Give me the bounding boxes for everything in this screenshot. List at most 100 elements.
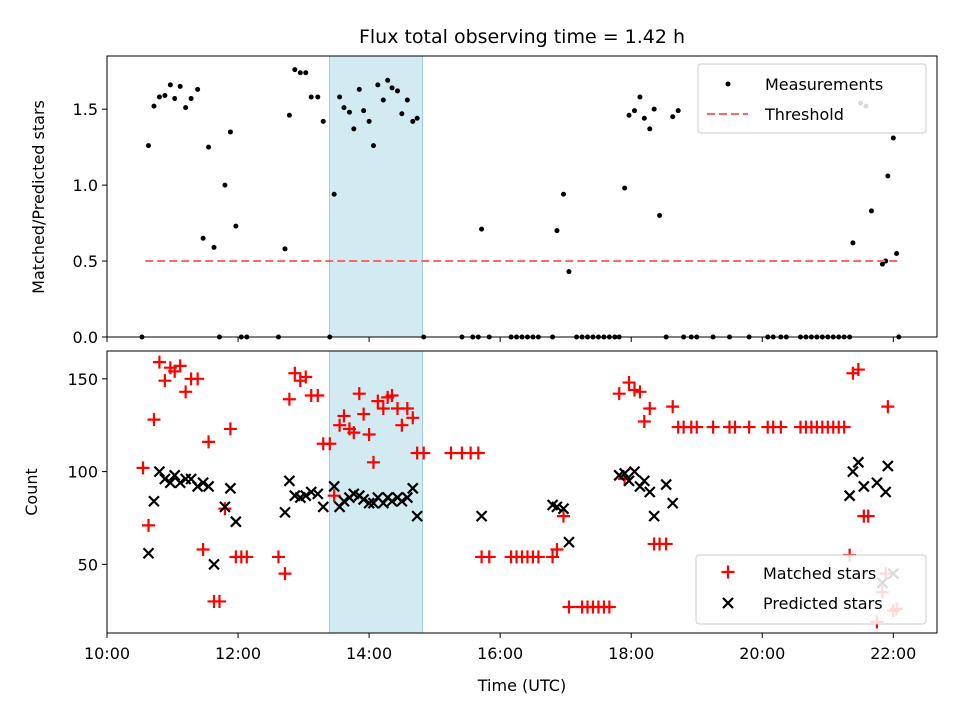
- predicted-star-point: [224, 482, 237, 495]
- measurement-point: [637, 94, 643, 100]
- predicted-star-point: [299, 489, 312, 502]
- matched-star-point: [347, 426, 361, 440]
- predicted-star-point: [164, 476, 177, 489]
- predicted-star-point: [311, 488, 324, 500]
- predicted-star-point: [551, 501, 563, 513]
- matched-star-point: [774, 420, 788, 434]
- predicted-star-point: [197, 476, 209, 489]
- predicted-star-point: [153, 465, 166, 478]
- predicted-star-point: [643, 486, 656, 498]
- measurement-point: [385, 77, 391, 83]
- measurement-point: [188, 96, 194, 102]
- matched-star-point: [837, 420, 851, 434]
- predicted-star-point: [279, 506, 291, 519]
- legend-measurements-label: Measurements: [765, 75, 883, 94]
- x-tick-label: 14:00: [346, 644, 392, 663]
- predicted-star-point: [317, 501, 330, 513]
- bottom-x-axis-label: Time (UTC): [477, 676, 566, 695]
- predicted-star-point: [411, 510, 423, 522]
- legend-matched-label: Matched stars: [763, 564, 876, 583]
- matched-star-point: [333, 418, 347, 432]
- predicted-star-point: [283, 475, 296, 487]
- measurement-point: [183, 105, 189, 111]
- matched-star-point: [444, 446, 458, 460]
- predicted-star-point: [563, 536, 575, 548]
- measurement-point: [320, 118, 326, 124]
- measurement-point: [356, 86, 362, 92]
- matched-star-point: [643, 402, 657, 416]
- matched-star-point: [666, 400, 680, 414]
- measurement-point: [883, 258, 889, 264]
- predicted-star-point: [219, 501, 231, 513]
- matched-star-point: [288, 366, 302, 380]
- y-tick-label: 150: [67, 370, 98, 389]
- matched-star-point: [158, 374, 172, 388]
- predicted-star-point: [174, 476, 186, 489]
- matched-star-point: [742, 420, 756, 434]
- measurement-point: [414, 115, 420, 121]
- bottom-y-ticks: 50 100 150: [67, 370, 107, 574]
- predicted-star-point: [357, 493, 370, 506]
- top-y-axis-label: Matched/Predicted stars: [29, 100, 48, 294]
- measurement-point: [404, 97, 410, 103]
- predicted-star-point: [328, 480, 340, 493]
- predicted-star-point: [623, 475, 635, 487]
- matched-star-point: [659, 537, 673, 551]
- matched-star-point: [395, 418, 409, 432]
- predicted-star-point: [475, 510, 488, 522]
- measurement-point: [641, 115, 647, 121]
- predicted-star-point: [879, 486, 892, 498]
- bottom-subplot: 50 100 150 10:00 12:00 14:00 16:00 18:00 20:00 2…: [22, 350, 938, 695]
- matched-star-point: [337, 409, 351, 423]
- matched-star-point: [352, 387, 366, 401]
- matched-star-point: [406, 411, 420, 425]
- top-y-ticks: 0.0 0.5 1.0 1.5: [73, 100, 107, 347]
- measurement-point: [315, 94, 321, 100]
- predicted-star-point: [168, 469, 181, 482]
- bottom-legend: Matched stars Predicted stars: [695, 554, 927, 625]
- top-legend: Measurements Threshold: [697, 63, 927, 134]
- measurement-point: [561, 191, 566, 197]
- measurement-point: [366, 118, 372, 124]
- matched-star-point: [557, 509, 570, 523]
- bottom-y-axis-label: Count: [22, 468, 41, 516]
- measurement-point: [479, 226, 485, 232]
- matched-star-point: [357, 407, 371, 421]
- predicted-star-point: [858, 480, 870, 493]
- measurement-point: [303, 70, 309, 76]
- bottom-legend-box: [695, 554, 927, 625]
- matched-star-point: [627, 383, 641, 397]
- measurement-point: [351, 126, 357, 132]
- measurement-point: [395, 88, 400, 94]
- y-tick-label: 1.5: [73, 100, 98, 119]
- matched-star-point: [196, 543, 210, 557]
- matched-star-point: [218, 502, 232, 516]
- measurement-point: [361, 108, 367, 114]
- matched-star-point: [299, 370, 313, 384]
- matched-star-point: [471, 446, 485, 460]
- predicted-star-point: [666, 497, 679, 509]
- predicted-star-point: [852, 456, 865, 469]
- measurement-point: [292, 67, 298, 73]
- measurement-point: [346, 109, 352, 115]
- matched-star-point: [550, 543, 564, 557]
- matched-star-point: [851, 363, 865, 377]
- measurement-point: [297, 70, 303, 76]
- measurement-point: [389, 85, 395, 91]
- predicted-star-point: [363, 497, 375, 509]
- x-tick-label: 22:00: [870, 644, 916, 663]
- measurement-point: [879, 261, 885, 267]
- x-tick-label: 12:00: [215, 644, 261, 663]
- y-tick-label: 0.5: [73, 252, 98, 271]
- matched-star-point: [271, 550, 285, 564]
- measurement-point: [233, 223, 239, 229]
- y-tick-label: 0.0: [73, 328, 98, 347]
- matched-star-point: [706, 420, 720, 434]
- measurement-point: [337, 94, 343, 100]
- matched-star-point: [311, 389, 325, 403]
- predicted-star-point: [660, 478, 672, 491]
- legend-predicted-marker: [722, 597, 734, 609]
- measurement-point: [200, 235, 206, 241]
- x-tick-label: 16:00: [477, 644, 523, 663]
